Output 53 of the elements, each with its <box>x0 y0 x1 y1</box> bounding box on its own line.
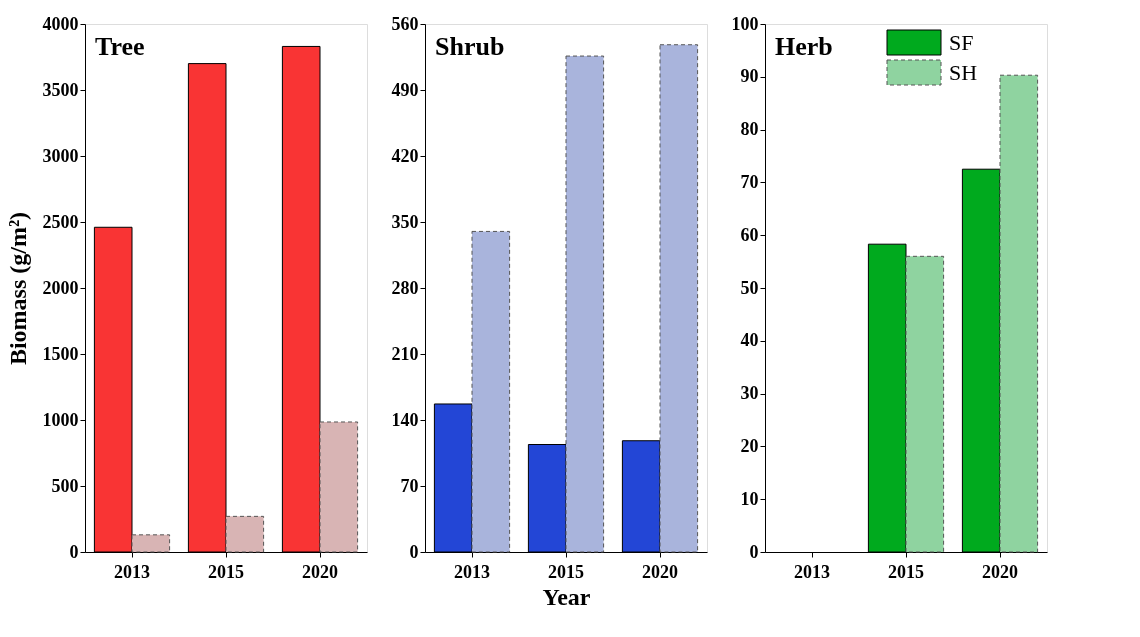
y-tick-label: 90 <box>740 66 759 87</box>
y-tick-label: 2000 <box>42 277 79 298</box>
y-tick-label: 3500 <box>42 79 79 100</box>
legend-label: SH <box>949 60 978 85</box>
chart-title: Herb <box>775 32 833 61</box>
y-tick-label: 40 <box>740 330 759 351</box>
y-tick-label: 140 <box>391 409 419 430</box>
y-tick-label: 10 <box>740 488 759 509</box>
bar <box>565 55 605 553</box>
bar <box>659 44 699 553</box>
y-tick-label: 30 <box>740 383 759 404</box>
y-tick-label: 60 <box>740 224 759 245</box>
x-tick-label: 2020 <box>642 561 678 582</box>
y-tick-label: 500 <box>51 475 79 496</box>
bar <box>905 255 945 553</box>
y-tick-label: 100 <box>731 13 759 34</box>
y-tick-label: 50 <box>740 277 759 298</box>
y-tick-label: 420 <box>391 145 419 166</box>
y-tick-label: 210 <box>391 343 419 364</box>
bar <box>471 230 511 553</box>
y-tick-label: 490 <box>391 79 419 100</box>
y-tick-label: 0 <box>69 541 79 562</box>
chart-title: Shrub <box>435 32 505 61</box>
bar <box>319 421 359 553</box>
y-tick-label: 350 <box>391 211 419 232</box>
y-tick-label: 1500 <box>42 343 79 364</box>
bar <box>225 515 265 553</box>
y-tick-label: 0 <box>749 541 759 562</box>
y-tick-label: 70 <box>740 171 759 192</box>
x-tick-label: 2015 <box>548 561 584 582</box>
y-tick-label: 3000 <box>42 145 79 166</box>
y-tick-label: 4000 <box>42 13 79 34</box>
y-tick-label: 280 <box>391 277 419 298</box>
legend-label: SF <box>949 30 974 55</box>
chart-title: Tree <box>95 32 145 61</box>
x-tick-label: 2013 <box>454 561 490 582</box>
x-axis-title: Year <box>542 583 591 610</box>
y-tick-label: 1000 <box>42 409 79 430</box>
x-tick-label: 2013 <box>794 561 830 582</box>
y-tick-label: 0 <box>409 541 419 562</box>
y-axis-title: Biomass (g/m²) <box>4 211 31 366</box>
x-tick-label: 2020 <box>982 561 1018 582</box>
y-tick-label: 560 <box>391 13 419 34</box>
x-tick-label: 2013 <box>114 561 150 582</box>
x-tick-label: 2020 <box>302 561 338 582</box>
x-tick-label: 2015 <box>888 561 924 582</box>
y-tick-label: 2500 <box>42 211 79 232</box>
bar <box>999 74 1039 553</box>
y-tick-label: 20 <box>740 435 759 456</box>
bar <box>131 534 171 553</box>
y-tick-label: 80 <box>740 119 759 140</box>
y-tick-label: 70 <box>400 475 419 496</box>
x-tick-label: 2015 <box>208 561 244 582</box>
